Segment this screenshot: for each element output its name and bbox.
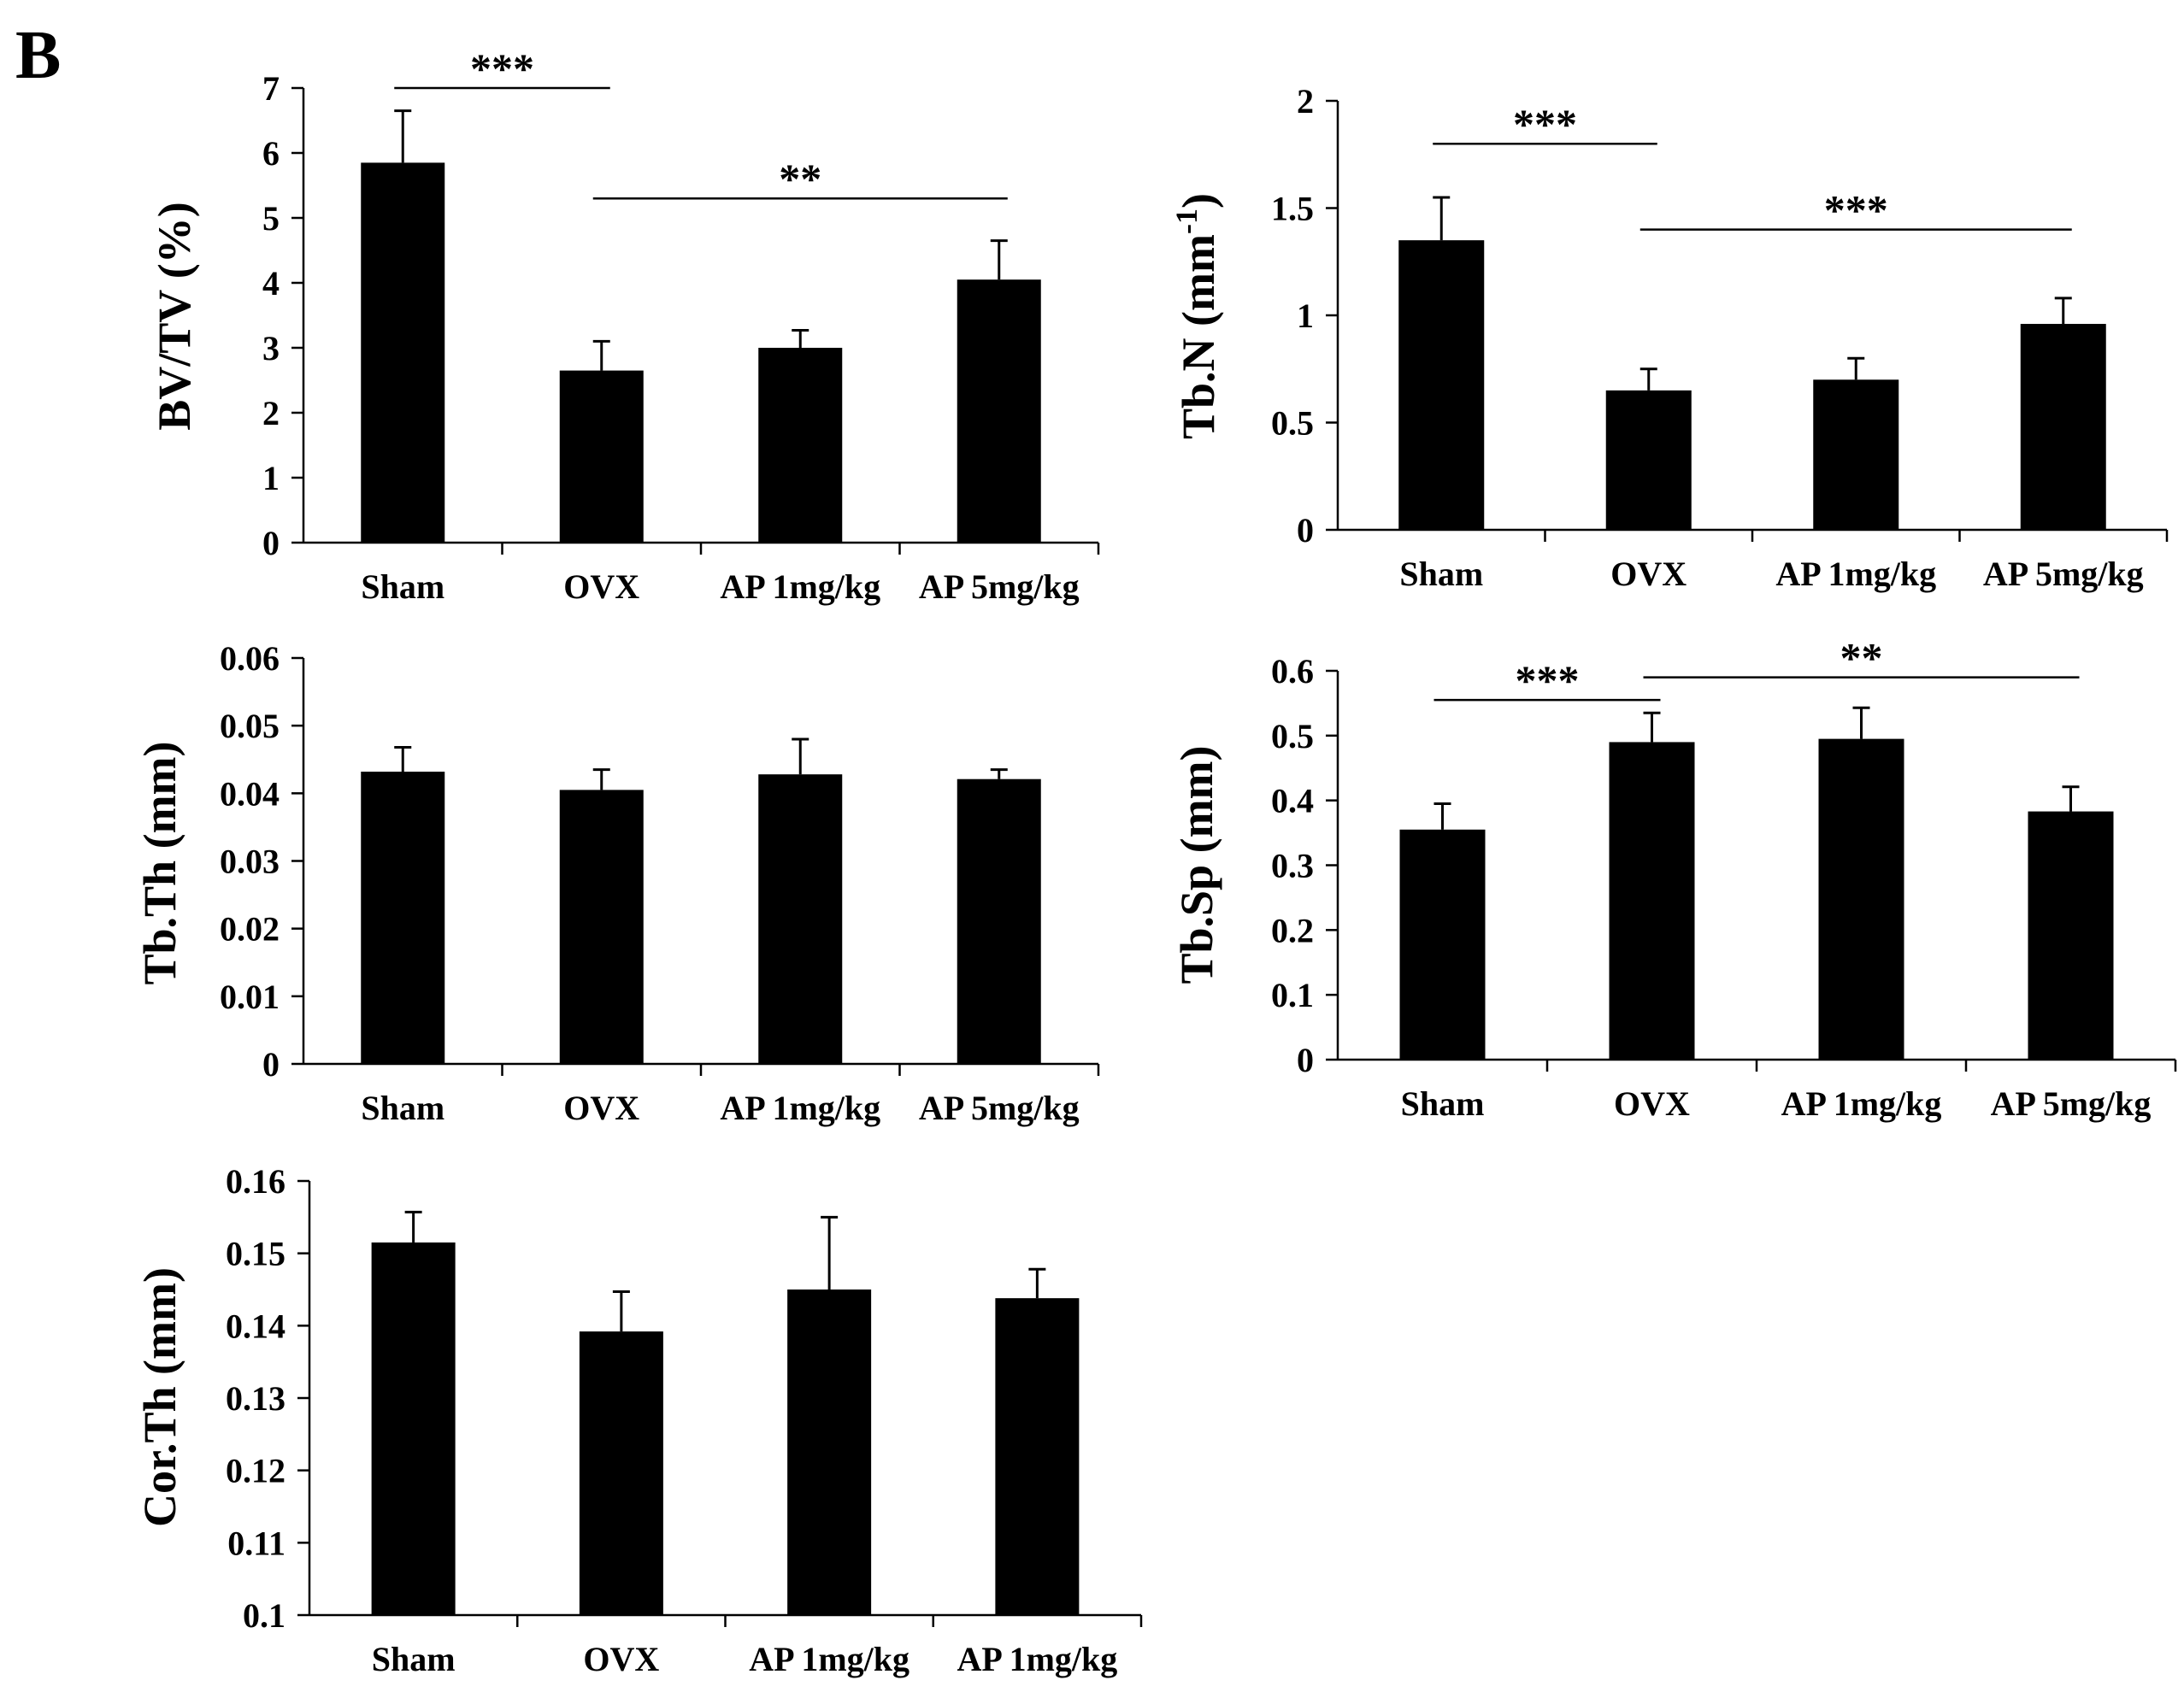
- significance-label: ***: [1513, 100, 1577, 148]
- y-tick-label: 2: [262, 394, 280, 432]
- bar-bvtv-2: [758, 348, 843, 543]
- y-tick-label: 5: [262, 199, 280, 238]
- category-label: AP 1mg/kg: [749, 1640, 910, 1678]
- bar-tbn-1: [1605, 390, 1692, 530]
- y-tick-label: 0: [1297, 1041, 1314, 1079]
- significance-label: ***: [1824, 186, 1888, 234]
- category-label: OVX: [1610, 555, 1687, 593]
- bar-corth-3: [995, 1298, 1080, 1615]
- y-axis-title: Cor.Th (mm): [134, 1267, 185, 1527]
- bar-tbth-2: [758, 774, 843, 1064]
- y-tick-label: 7: [262, 69, 280, 108]
- y-tick-label: 4: [262, 264, 280, 303]
- category-label: AP 5mg/kg: [1991, 1084, 2152, 1123]
- category-label: AP 5mg/kg: [919, 1089, 1080, 1127]
- y-axis-title: Tb.N (mm-1): [1169, 193, 1224, 439]
- significance-label: **: [779, 155, 821, 203]
- chart-tbn: 0 0.5 1 1.5 2 Sham OVX AP 1mg/kg AP 5mg/kg *** ***…: [1169, 82, 2169, 593]
- category-label: OVX: [583, 1640, 659, 1678]
- y-tick-label: 6: [262, 134, 280, 173]
- bar-bvtv-3: [957, 279, 1041, 543]
- y-tick-label: 0.1: [1271, 976, 1314, 1014]
- y-tick-label: 0.05: [220, 707, 280, 745]
- category-label: Sham: [361, 567, 444, 606]
- y-tick-label: 0: [262, 524, 280, 562]
- y-tick-label: 0.5: [1271, 404, 1314, 443]
- y-tick-label: 0.16: [226, 1162, 286, 1201]
- category-label: AP 1mg/kg: [1775, 555, 1936, 593]
- bar-tbn-0: [1398, 240, 1485, 530]
- y-tick-label: 0.13: [226, 1379, 286, 1418]
- category-label: AP 1mg/kg: [1781, 1084, 1942, 1123]
- y-tick-label: 0.3: [1271, 847, 1314, 885]
- category-label: OVX: [563, 1089, 639, 1127]
- chart-tbth: 0 0.01 0.02 0.03 0.04 0.05 0.06 Sham OVX AP 1mg/k…: [134, 639, 1100, 1127]
- category-label: Sham: [1399, 555, 1483, 593]
- bar-corth-2: [787, 1290, 872, 1615]
- bar-tbn-3: [2020, 324, 2106, 530]
- y-tick-label: 0.04: [220, 774, 280, 813]
- y-tick-label: 0.5: [1271, 717, 1314, 755]
- bar-corth-1: [579, 1331, 663, 1615]
- significance-label: ***: [1516, 656, 1580, 704]
- bar-tbsp-3: [2028, 811, 2114, 1060]
- bar-tbth-1: [559, 790, 644, 1064]
- bar-tbth-3: [957, 778, 1041, 1064]
- bar-tbth-0: [361, 772, 445, 1064]
- y-tick-label: 0.02: [220, 910, 280, 949]
- category-label: Sham: [1401, 1084, 1485, 1123]
- y-tick-label: 0.06: [220, 639, 280, 678]
- category-label: OVX: [1614, 1084, 1690, 1123]
- category-label: Sham: [361, 1089, 444, 1127]
- y-axis-title: BV/TV (%): [149, 202, 200, 431]
- y-tick-label: 1: [262, 459, 280, 497]
- chart-tbsp: 0 0.1 0.2 0.3 0.4 0.5 0.6 Sham OVX AP 1mg/kg AP 5m…: [1171, 634, 2177, 1123]
- y-axis-title: Tb.Sp (mm): [1171, 745, 1222, 984]
- bar-bvtv-1: [559, 370, 644, 543]
- bar-tbn-2: [1813, 379, 1899, 530]
- y-tick-label: 0.03: [220, 843, 280, 881]
- category-label: Sham: [372, 1640, 456, 1678]
- y-tick-label: 0.2: [1271, 911, 1314, 949]
- category-label: AP 1mg/kg: [957, 1640, 1117, 1678]
- bar-bvtv-0: [361, 162, 445, 543]
- y-tick-label: 0.01: [220, 978, 280, 1016]
- category-label: AP 5mg/kg: [1983, 555, 2144, 593]
- y-tick-label: 0.15: [226, 1235, 286, 1273]
- bar-tbsp-2: [1818, 738, 1904, 1060]
- y-axis-title: Tb.Th (mm): [134, 741, 185, 984]
- significance-label: ***: [470, 44, 534, 92]
- category-label: AP 1mg/kg: [720, 567, 880, 606]
- category-label: AP 1mg/kg: [720, 1089, 880, 1127]
- y-tick-label: 0.6: [1271, 652, 1314, 690]
- bar-corth-0: [371, 1242, 456, 1615]
- y-tick-label: 3: [262, 329, 280, 367]
- bar-tbsp-1: [1609, 742, 1695, 1060]
- category-label: AP 5mg/kg: [919, 567, 1080, 606]
- panel-label: B: [15, 18, 62, 93]
- y-tick-label: 0.14: [226, 1307, 286, 1345]
- y-tick-label: 0: [1297, 511, 1314, 549]
- y-tick-label: 0.12: [226, 1452, 286, 1490]
- chart-corth: 0.1 0.11 0.12 0.13 0.14 0.15 0.16 Sham OVX AP 1mg…: [134, 1162, 1143, 1678]
- category-label: OVX: [563, 567, 639, 606]
- y-tick-label: 0: [262, 1045, 280, 1084]
- y-tick-label: 1: [1297, 297, 1314, 335]
- y-tick-label: 1.5: [1271, 190, 1314, 228]
- y-tick-label: 0.4: [1271, 782, 1314, 820]
- y-tick-label: 0.11: [227, 1524, 286, 1562]
- y-tick-label: 0.1: [243, 1596, 286, 1635]
- significance-label: **: [1840, 634, 1883, 682]
- y-tick-label: 2: [1297, 82, 1314, 120]
- bar-tbsp-0: [1399, 829, 1486, 1060]
